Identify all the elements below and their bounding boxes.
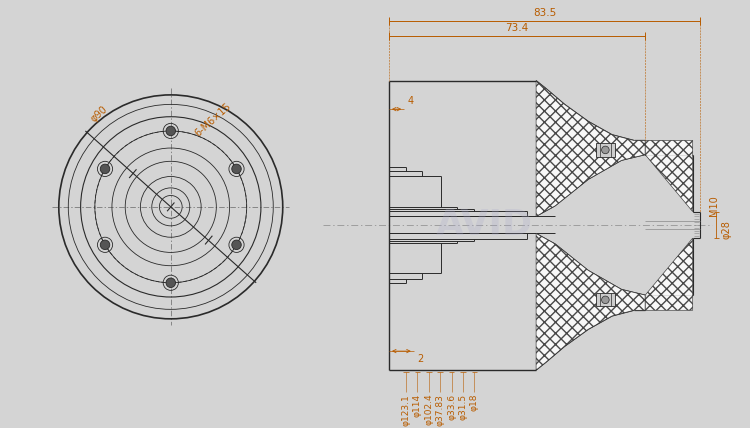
Polygon shape (536, 233, 645, 370)
Text: M10: M10 (709, 196, 718, 216)
Circle shape (602, 296, 609, 303)
Circle shape (100, 240, 109, 250)
Text: φ28: φ28 (722, 220, 731, 239)
Text: φ90: φ90 (89, 104, 110, 124)
Circle shape (602, 146, 609, 154)
Polygon shape (536, 80, 645, 216)
Text: φ18: φ18 (470, 394, 479, 411)
Circle shape (100, 164, 109, 174)
Polygon shape (645, 140, 693, 211)
Circle shape (166, 278, 176, 288)
Text: φ31.5: φ31.5 (458, 394, 467, 420)
Text: φ114: φ114 (413, 394, 422, 417)
Text: 4: 4 (408, 96, 414, 106)
Text: 2: 2 (418, 354, 424, 364)
Text: 73.4: 73.4 (506, 23, 529, 33)
Text: φ37.83: φ37.83 (436, 394, 445, 426)
Text: AVID: AVID (436, 208, 532, 242)
Text: φ33.6: φ33.6 (447, 394, 456, 420)
Text: 83.5: 83.5 (533, 8, 556, 18)
Circle shape (232, 164, 242, 174)
Circle shape (166, 126, 176, 136)
Bar (596, 143, 615, 157)
Polygon shape (645, 238, 693, 310)
Text: φ123.1: φ123.1 (401, 394, 410, 425)
Bar (596, 293, 615, 306)
Circle shape (232, 240, 242, 250)
Text: φ102.4: φ102.4 (424, 394, 433, 425)
Text: 6-M6×15: 6-M6×15 (194, 101, 233, 138)
